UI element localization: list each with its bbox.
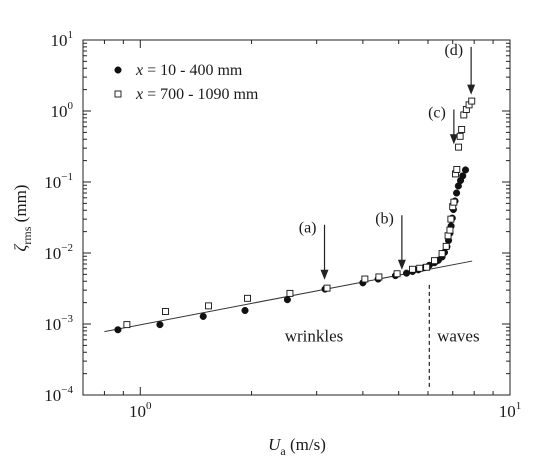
y-tick-label: 10−3: [44, 313, 73, 334]
y-tick-label: 10−4: [44, 384, 73, 405]
annotation-label: (a): [299, 220, 317, 237]
data-point-series-2: [447, 215, 455, 223]
legend-label: x = 700 - 1090 mm: [135, 86, 259, 103]
y-axis-label: ζrms (mm): [11, 185, 34, 252]
data-point-series-2: [455, 143, 463, 151]
data-point-series-2: [468, 97, 476, 105]
x-tick-label: 100: [129, 400, 152, 421]
axes-layer: 100 101 10−4 10−3 10−2 10−1 100 101 Ua (m/s) ζrms…: [11, 29, 521, 458]
points-layer: [114, 97, 476, 334]
data-point-series-2: [456, 132, 464, 140]
data-point-series-2: [438, 250, 446, 258]
data-point-series-2: [446, 226, 454, 234]
data-point-series-1: [283, 296, 291, 304]
annotation-label: (c): [428, 104, 446, 121]
annotation-label: (b): [375, 210, 394, 227]
data-point-series-2: [375, 273, 383, 281]
data-point-series-2: [162, 308, 169, 315]
data-point-series-1: [453, 189, 461, 197]
annotation-arrowhead: [449, 134, 458, 145]
data-point-series-2: [416, 264, 424, 272]
legend: x = 10 - 400 mm x = 700 - 1090 mm: [114, 62, 259, 103]
y-tick-label: 100: [51, 100, 74, 121]
data-point-series-2: [361, 275, 369, 283]
x-axis-label: Ua (m/s): [268, 435, 326, 458]
data-point-series-2: [453, 166, 461, 173]
data-point-series-1: [114, 326, 122, 334]
y-tick-label: 101: [51, 29, 74, 50]
data-point-series-2: [393, 270, 401, 278]
annotation-arrowhead: [467, 84, 476, 95]
data-point-series-2: [423, 263, 431, 271]
data-point-series-2: [458, 125, 466, 133]
data-point-series-2: [409, 265, 416, 273]
data-point-series-1: [402, 269, 411, 277]
data-point-series-2: [205, 302, 213, 310]
legend-label: x = 10 - 400 mm: [135, 62, 243, 79]
region-label: wrinkles: [285, 326, 344, 345]
data-point-series-2: [123, 321, 131, 329]
annotation-arrowhead: [320, 269, 329, 280]
data-point-series-1: [199, 312, 207, 320]
data-point-series-2: [286, 289, 294, 297]
annotations-layer: (a) (b) (c) (d) wrinkles waves: [285, 42, 480, 345]
data-point-series-2: [444, 232, 452, 240]
y-tick-label: 10−1: [44, 171, 73, 192]
data-point-series-1: [461, 166, 470, 174]
annotation-label: (d): [444, 42, 463, 59]
data-point-series-2: [244, 294, 251, 302]
data-point-series-1: [459, 172, 467, 180]
y-tick-label: 10−2: [44, 242, 73, 263]
x-tick-label: 101: [499, 400, 522, 421]
data-point-series-1: [241, 306, 249, 315]
plot-frame: [82, 39, 511, 396]
annotation-arrowhead: [397, 259, 406, 270]
data-point-series-2: [323, 284, 331, 292]
data-point-series-1: [156, 321, 164, 329]
data-point-series-2: [431, 257, 438, 265]
legend-marker: [114, 90, 122, 98]
data-point-series-2: [442, 242, 450, 250]
legend-marker: [114, 66, 122, 74]
data-point-series-2: [450, 198, 458, 206]
region-label: waves: [437, 326, 479, 345]
